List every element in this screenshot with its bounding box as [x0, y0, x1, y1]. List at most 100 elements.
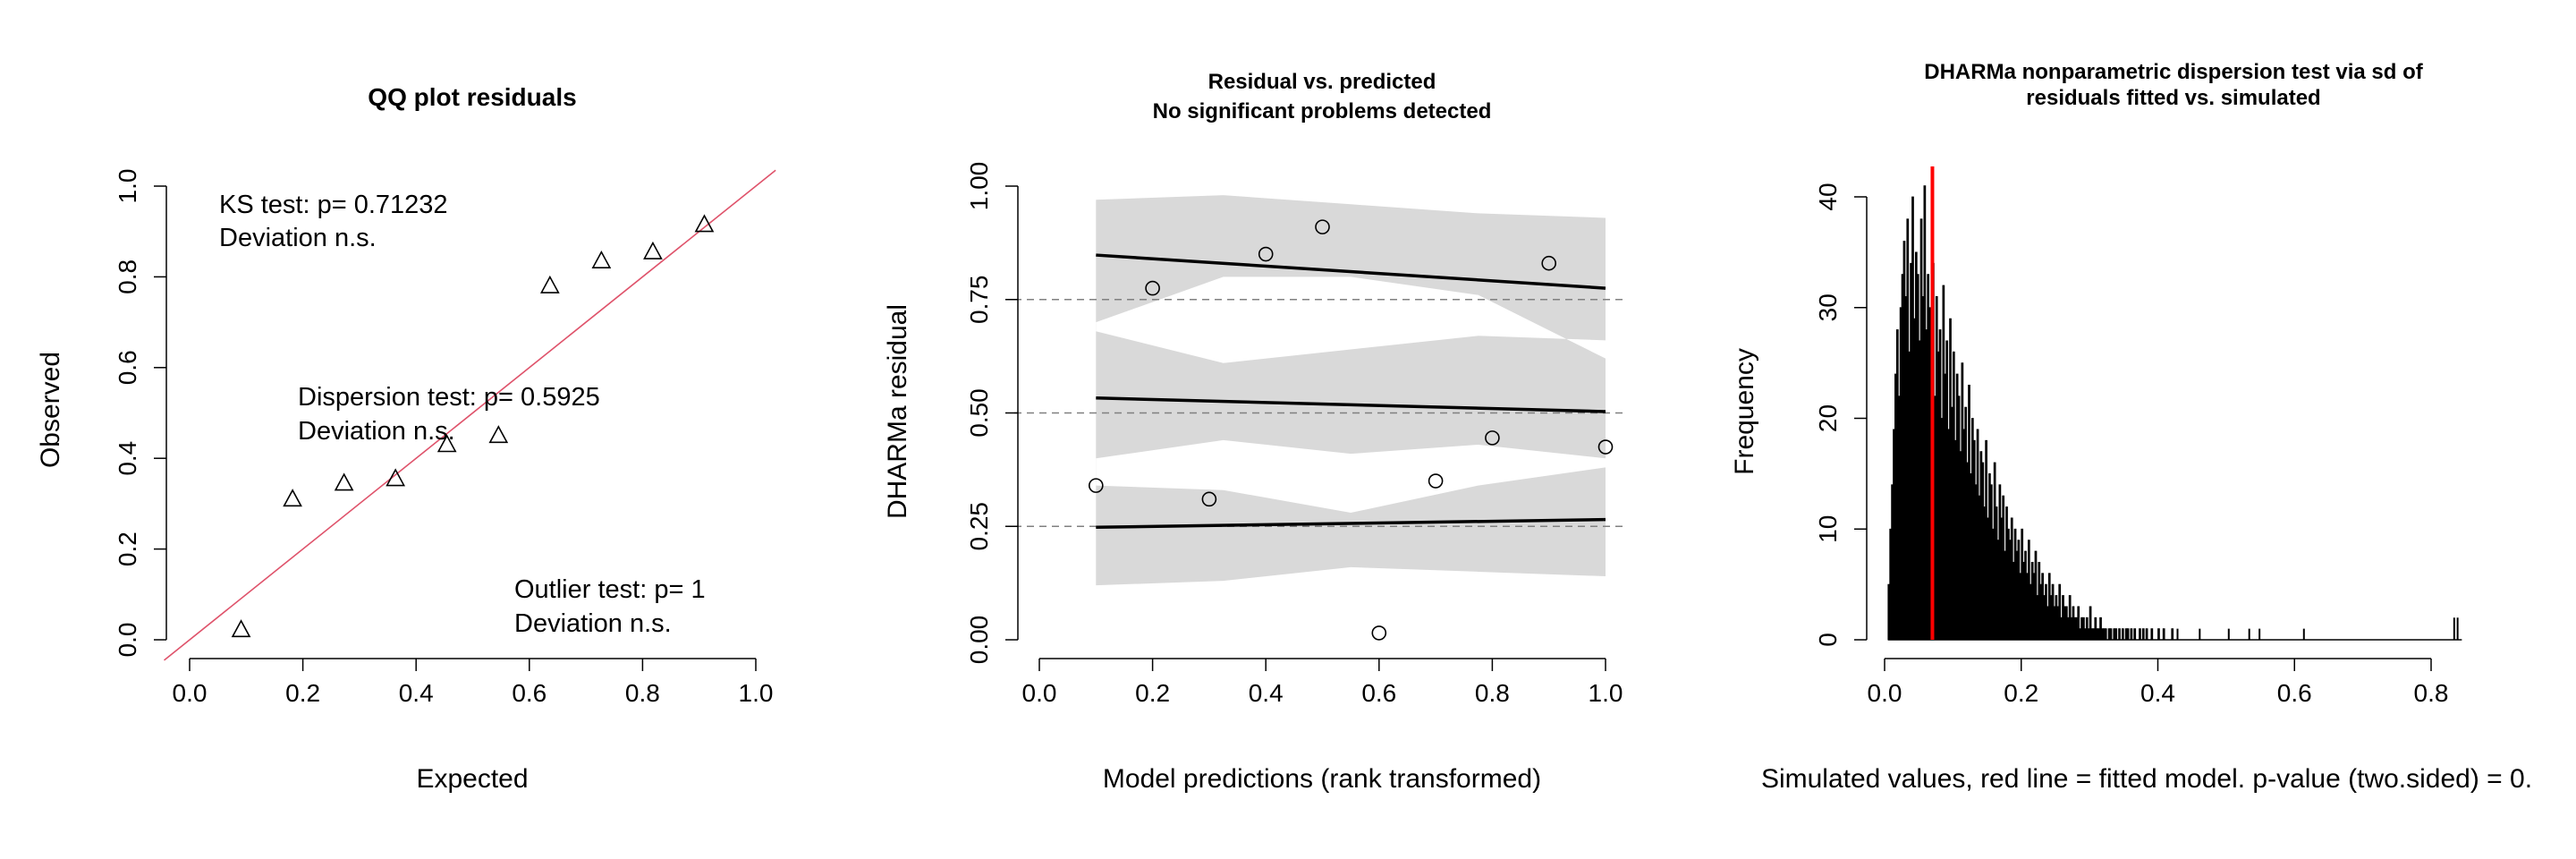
histogram-y-tick-label: 40	[1814, 183, 1842, 210]
residual-point	[1089, 478, 1104, 493]
qq-points	[231, 214, 715, 638]
histogram-y-tick-label: 30	[1814, 293, 1842, 321]
histogram-subtitle: residuals fitted vs. simulated	[2026, 86, 2320, 110]
histogram-bar	[2157, 628, 2160, 641]
residual-y-tick-label: 0.25	[965, 502, 993, 551]
band-gap	[1096, 439, 1606, 514]
qq-point	[386, 468, 406, 487]
residual-vs-predicted-panel: Residual vs. predicted No significant pr…	[883, 70, 1623, 794]
residual-points	[1089, 219, 1614, 641]
residual-point	[1485, 430, 1500, 446]
qq-y-tick-label: 0.8	[114, 259, 141, 294]
residual-y-tick-label: 1.00	[965, 162, 993, 211]
qq-point	[436, 434, 457, 453]
histogram-bar	[2199, 628, 2201, 640]
qq-y-tick-label: 0.0	[114, 623, 141, 658]
dispersion-test-text: Dispersion test: p= 0.5925	[298, 383, 600, 412]
quantile-fit-line	[1096, 396, 1606, 413]
residual-x-tick-label: 0.6	[1361, 679, 1396, 707]
histogram-x-tick-label: 0.8	[2414, 679, 2449, 707]
histogram-bar	[2145, 628, 2148, 641]
residual-x-tick-label: 0.0	[1022, 679, 1057, 707]
qq-point	[283, 489, 302, 507]
histogram-axes: 0.0 0.2 0.4 0.6 0.8 0 10 20 30 40	[1814, 183, 2448, 707]
histogram-x-tick-label: 0.4	[2140, 679, 2175, 707]
residual-x-tick-label: 1.0	[1589, 679, 1623, 707]
band-gap	[1096, 276, 1606, 363]
histogram-bar	[2104, 628, 2107, 641]
residual-plot-subtitle: No significant problems detected	[1153, 99, 1492, 123]
qq-point	[334, 472, 354, 491]
histogram-bar	[2258, 628, 2261, 640]
qq-point	[591, 250, 612, 268]
residual-point	[1597, 439, 1614, 455]
histogram-x-tick-label: 0.0	[1868, 679, 1902, 707]
ks-test-text: KS test: p= 0.71232	[219, 191, 448, 219]
histogram-bar	[2114, 628, 2118, 641]
qq-y-tick-label: 1.0	[114, 169, 141, 204]
histogram-bar	[2176, 628, 2179, 640]
qq-x-tick-label: 0.2	[285, 679, 320, 707]
histogram-bar	[2248, 628, 2250, 640]
residual-plot-axes: 0.0 0.2 0.4 0.6 0.8 1.0 0.00 0.25 0.50 0.75 1.00	[965, 162, 1623, 707]
qq-plot-title: QQ plot residuals	[368, 83, 576, 111]
qq-x-tick-label: 0.0	[173, 679, 208, 707]
histogram-bar	[2227, 628, 2230, 640]
qq-point	[231, 619, 251, 638]
residual-point	[1145, 280, 1160, 296]
quantile-fit-line	[1096, 517, 1606, 530]
residual-x-tick-label: 0.4	[1249, 679, 1284, 707]
histogram-x-tick-label: 0.6	[2277, 679, 2312, 707]
histogram-x-tick-label: 0.2	[2004, 679, 2038, 707]
histogram-bar	[2456, 617, 2459, 640]
residual-y-tick-label: 0.75	[965, 276, 993, 325]
histogram-bar	[2109, 628, 2113, 641]
outlier-deviation-text: Deviation n.s.	[514, 609, 672, 638]
histogram-x-axis-label: Simulated values, red line = fitted mode…	[1761, 764, 2532, 794]
quantile-fit-line	[1096, 253, 1606, 290]
qq-point	[539, 275, 560, 293]
qq-point	[488, 425, 509, 444]
residual-x-tick-label: 0.2	[1135, 679, 1170, 707]
residual-point	[1258, 246, 1274, 262]
qq-x-tick-label: 0.4	[399, 679, 434, 707]
histogram-bar	[2118, 628, 2121, 641]
histogram-y-tick-label: 0	[1814, 633, 1842, 647]
residual-plot-title: Residual vs. predicted	[1208, 70, 1436, 94]
qq-point	[643, 241, 663, 259]
qq-x-tick-label: 0.8	[625, 679, 660, 707]
histogram-bar	[2171, 628, 2174, 641]
histogram-bar	[2133, 628, 2137, 641]
residual-y-tick-label: 0.00	[965, 616, 993, 665]
residual-point	[1428, 473, 1444, 489]
quantile-bands	[1096, 195, 1606, 586]
qq-y-tick-label: 0.6	[114, 350, 141, 385]
histogram-title: DHARMa nonparametric dispersion test via…	[1924, 60, 2423, 84]
histogram-bar	[2150, 628, 2154, 641]
qq-y-axis-label: Observed	[36, 352, 65, 468]
residual-y-tick-label: 0.50	[965, 388, 993, 438]
residual-point	[1541, 255, 1556, 271]
residual-x-axis-label: Model predictions (rank transformed)	[1103, 764, 1541, 794]
residual-x-tick-label: 0.8	[1475, 679, 1510, 707]
histogram-bar	[2126, 628, 2130, 641]
histogram-y-tick-label: 20	[1814, 404, 1842, 432]
histogram-bars	[1887, 185, 2459, 641]
qq-x-axis-label: Expected	[416, 764, 528, 794]
qq-y-tick-label: 0.2	[114, 532, 141, 566]
histogram-bar	[2130, 628, 2133, 641]
outlier-test-text: Outlier test: p= 1	[514, 575, 706, 604]
histogram-bar	[2163, 628, 2165, 640]
histogram-bar	[2302, 628, 2305, 640]
qq-x-tick-label: 0.6	[512, 679, 547, 707]
ks-deviation-text: Deviation n.s.	[219, 224, 377, 252]
qq-plot-panel: QQ plot residuals 0.0 0.2 0.4 0.6 0.8 1.00.00…	[36, 83, 776, 794]
histogram-bar	[2453, 617, 2455, 640]
qq-reference-line	[164, 169, 776, 661]
qq-plot-axes: 0.0 0.2 0.4 0.6 0.8 1.0 0.0 0.2 0.4 0.6 0.8 1.0	[114, 169, 773, 707]
qq-y-tick-label: 0.4	[114, 441, 141, 476]
qq-point	[694, 214, 715, 233]
residual-point	[1315, 219, 1330, 234]
qq-x-tick-label: 1.0	[739, 679, 774, 707]
